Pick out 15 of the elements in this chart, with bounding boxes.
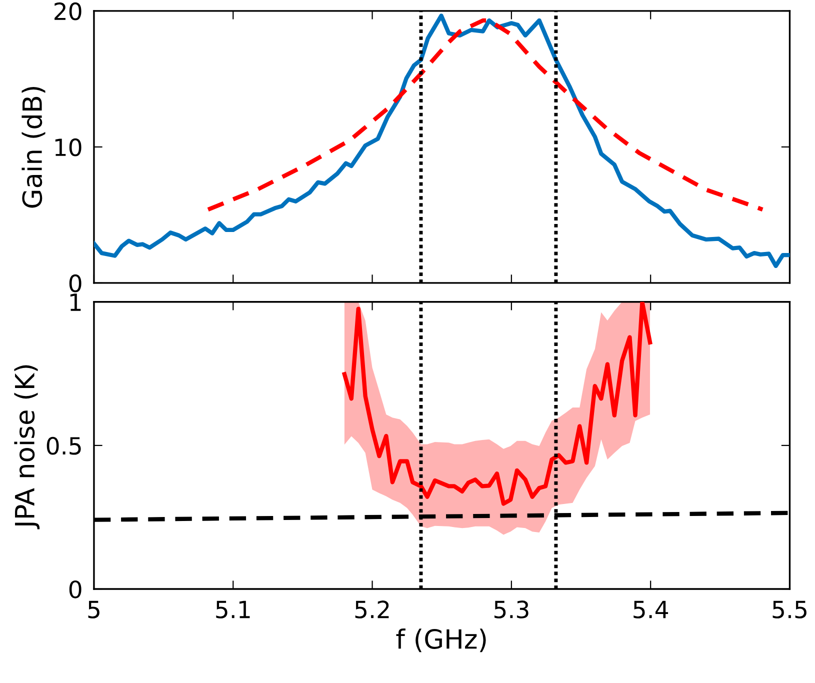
y-tick-label: 20 [54,2,82,20]
y-tick-label: 0 [69,274,82,292]
y-tick-label: 10 [55,138,82,156]
y-tick-label: 0 [69,580,82,598]
y-tick-label: 1 [70,294,81,311]
x-tick-label: 5.2 [355,600,389,618]
x-tick-label: 5.1 [216,600,250,618]
x-tick-label: 5 [88,600,100,618]
x-tick-label: 5.3 [494,600,528,618]
y-tick-label: 0.5 [46,436,81,455]
x-tick-label: 5.5 [772,600,806,618]
x-tick-label: 5.4 [634,600,668,618]
y-axis-title: JPA noise (K) [14,365,40,530]
x-axis-title: f (GHz) [396,628,486,652]
y-axis-title: Gain (dB) [22,86,46,208]
